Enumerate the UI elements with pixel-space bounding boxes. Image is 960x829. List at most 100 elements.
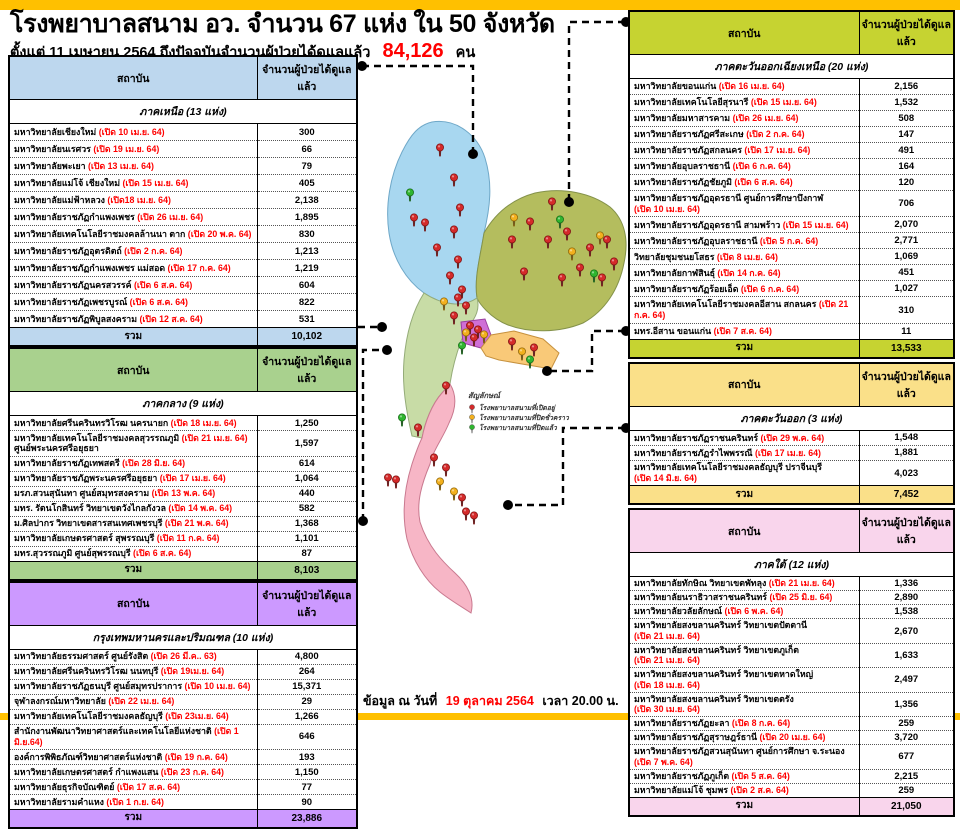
patient-count: 706 — [859, 190, 954, 218]
map-legend: สัญลักษณ์ โรงพยาบาลสนามที่เปิดอยู่ โรงพยา… — [468, 390, 588, 435]
institution-column-header: สถาบัน — [629, 362, 860, 407]
open-date: (เปิด 15 เม.ย. 64) — [782, 219, 849, 230]
institution-name: มหาวิทยาลัยสงขลานครินทร์ วิทยาเขตภูเก็ต — [634, 644, 799, 655]
table-row: มหาวิทยาลัยราชภัฏกำแพงเพชร แม่สอด (เปิด … — [9, 259, 357, 277]
institution-name-cell: มหาวิทยาลัยสงขลานครินทร์ วิทยาเขตหาดใหญ่… — [629, 667, 860, 693]
patient-count: 405 — [257, 174, 357, 192]
patient-count: 2,771 — [859, 232, 954, 250]
total-row: รวม 10,102 — [9, 327, 357, 347]
table-row: มหาวิทยาลัยราชภัฏอุดรธานี สามพร้าว (เปิด… — [629, 216, 954, 234]
open-date: (เปิด 14 มิ.ย. 64) — [634, 473, 697, 484]
patient-count: 830 — [257, 225, 357, 243]
footer-suffix: เวลา 20.00 น. — [542, 694, 619, 708]
table-row: จุฬาลงกรณ์มหาวิทยาลัย (เปิด 22 เม.ย. 64)… — [9, 694, 357, 710]
open-date: (เปิด 6 ก.ค. 64) — [740, 283, 800, 294]
table-row: มหาวิทยาลัยขอนแก่น (เปิด 16 เม.ย. 64) 2,1… — [629, 78, 954, 95]
institution-name-cell: มหาวิทยาลัยเทคโนโลยีราชมงคลล้านนา ตาก (เ… — [9, 225, 258, 243]
patient-count: 120 — [859, 174, 954, 191]
table-row: มหาวิทยาลัยสงขลานครินทร์ วิทยาเขตตรัง (เ… — [629, 692, 954, 718]
table-row: มหาวิทยาลัยเทคโนโลยีราชมงคลล้านนา ตาก (เ… — [9, 225, 357, 243]
open-date: (เปิด18 เม.ย. 64) — [107, 194, 171, 205]
institution-name: วิทยาลัยชุมชนยโสธร — [634, 251, 717, 262]
institution-name-cell: มทร.อีสาน ขอนแก่น (เปิด 7 ส.ค. 64) — [629, 323, 860, 340]
patient-count: 531 — [257, 310, 357, 328]
open-date: (เปิด 6 ส.ค. 64) — [133, 548, 192, 559]
institution-column-header: สถาบัน — [629, 509, 860, 554]
open-date: (เปิด 17 ก.ค. 64) — [167, 262, 231, 273]
table-header-row: สถาบัน จำนวนผู้ป่วยได้ดูแลแล้ว — [9, 56, 357, 100]
open-date: (เปิด 21 เม.ย. 64) — [634, 655, 700, 666]
institution-name: มหาวิทยาลัยสงขลานครินทร์ วิทยาเขตหาดใหญ่ — [634, 669, 814, 680]
institution-name: มทร.อีสาน ขอนแก่น — [634, 326, 714, 337]
legend-title: สัญลักษณ์ — [468, 391, 501, 400]
patient-count: 2,138 — [257, 191, 357, 209]
table-row: มหาวิทยาลัยแม่โจ้ เชียงใหม่ (เปิด 15 เม.… — [9, 174, 357, 192]
institution-name: มหาวิทยาลัยนราธิวาสราชนครินทร์ — [634, 592, 770, 603]
total-label: รวม — [629, 485, 860, 505]
table-row: มหาวิทยาลัยราชภัฏนครสวรรค์ (เปิด 6 ส.ค. … — [9, 276, 357, 294]
institution-name-cell: มรภ.สวนสุนันทา ศูนย์สมุทรสงคราม (เปิด 13… — [9, 486, 258, 502]
institution-name-cell: มหาวิทยาลัยราชภัฏยะลา (เปิด 8 ก.ค. 64) — [629, 716, 860, 732]
open-date: (เปิด 15 เม.ย. 64) — [122, 177, 189, 188]
footer-prefix: ข้อมูล ณ วันที่ — [363, 694, 438, 708]
total-label: รวม — [9, 560, 258, 580]
institution-name: มหาวิทยาลัยราชภัฏภูเก็ต — [634, 770, 732, 781]
region-title: ภาคตะวันออกเฉียงเหนือ (20 แห่ง) — [629, 54, 954, 79]
institution-name: มหาวิทยาลัยราชภัฏสุราษฎร์ธานี — [634, 732, 760, 743]
institution-name-cell: มหาวิทยาลัยราชภัฏพิบูลสงคราม (เปิด 12 ส.… — [9, 310, 258, 328]
institution-name-cell: มหาวิทยาลัยมหาสารคาม (เปิด 26 เม.ย. 64) — [629, 110, 860, 127]
open-date: (เปิด 10 เม.ย. 64) — [184, 681, 251, 692]
institution-name: มหาวิทยาลัยราชภัฏธนบุรี ศูนย์สมุทรปราการ — [14, 681, 185, 692]
count-column-header: จำนวนผู้ป่วยได้ดูแลแล้ว — [257, 56, 357, 100]
table-row: มหาวิทยาลัยราชภัฏสวนสุนันทา ศูนย์การศึกษ… — [629, 744, 954, 770]
table-row: สำนักงานพัฒนาวิทยาศาสตร์และเทคโนโลยีแห่ง… — [9, 724, 357, 751]
patient-count: 264 — [257, 664, 357, 680]
institution-name: มหาวิทยาลัยเกษตรศาสตร์ สุพรรณบุรี — [14, 533, 157, 544]
count-column-header: จำนวนผู้ป่วยได้ดูแลแล้ว — [257, 348, 357, 393]
total-label: รวม — [9, 809, 258, 829]
institution-name: มหาวิทยาลัยธุรกิจบัณฑิตย์ — [14, 781, 117, 792]
institution-name: มหาวิทยาลัยราชภัฏชัยภูมิ — [634, 177, 735, 188]
patient-count: 1,150 — [257, 764, 357, 781]
institution-name-cell: มหาวิทยาลัยรามคำแหง (เปิด 1 ก.ย. 64) — [9, 794, 258, 811]
total-row: รวม 23,886 — [9, 809, 357, 829]
institution-name-cell: มหาวิทยาลัยราชภัฏภูเก็ต (เปิด 5 ส.ค. 64) — [629, 769, 860, 784]
open-date: (เปิด 5 ก.ค. 64) — [759, 235, 819, 246]
legend-label: โรงพยาบาลสนามที่ปิดแล้ว — [479, 425, 557, 433]
table-header-row: สถาบัน จำนวนผู้ป่วยได้ดูแลแล้ว — [629, 509, 954, 554]
open-date: (เปิด 19 ก.ค. 64) — [164, 751, 228, 762]
institution-name: มหาวิทยาลัยศรีนครินทรวิโรฒ นครนายก — [14, 417, 171, 428]
count-column-header: จำนวนผู้ป่วยได้ดูแลแล้ว — [257, 581, 357, 626]
yellow-pin-icon — [469, 414, 475, 424]
table-row: มหาวิทยาลัยพะเยา (เปิด 13 เม.ย. 64) 79 — [9, 157, 357, 175]
table-row: มหาวิทยาลัยศรีนครินทรวิโรฒ นครนายก (เปิด… — [9, 415, 357, 432]
institution-name: มหาวิทยาลัยราชภัฏอุดรธานี สามพร้าว — [634, 219, 783, 230]
institution-name-cell: มหาวิทยาลัยราชภัฏอุบลราชธานี (เปิด 5 ก.ค… — [629, 232, 860, 250]
patient-count: 310 — [859, 296, 954, 324]
green-pin-icon — [469, 424, 475, 434]
total-value: 13,533 — [859, 338, 954, 358]
table-row: มหาวิทยาลัยเชียงใหม่ (เปิด 10 เม.ย. 64) 3… — [9, 123, 357, 141]
table-row: มหาวิทยาลัยเทคโนโลยีราชมงคลอีสาน สกลนคร … — [629, 296, 954, 324]
open-date: (เปิด 15 เม.ย. 64) — [750, 97, 817, 108]
institution-name: มหาวิทยาลัยราชภัฏนครสวรรค์ — [14, 279, 134, 290]
table-row: มหาวิทยาลัยราชภัฏอุดรธานี ศูนย์การศึกษาบ… — [629, 190, 954, 218]
institution-name: มหาวิทยาลัยเทคโนโลยีราชมงคลสุวรรณภูมิ — [14, 432, 182, 443]
patient-count: 582 — [257, 501, 357, 517]
open-date: (เปิด 1 ก.ย. 64) — [106, 796, 164, 807]
table-row: มหาวิทยาลัยกาฬสินธุ์ (เปิด 14 ก.ค. 64) 45… — [629, 264, 954, 282]
table-row: มหาวิทยาลัยแม่โจ้ ชุมพร (เปิด 2 ส.ค. 64)… — [629, 783, 954, 798]
institution-name: องค์การพิพิธภัณฑ์วิทยาศาสตร์แห่งชาติ — [14, 751, 165, 762]
patient-count: 79 — [257, 157, 357, 175]
institution-name-cell: มหาวิทยาลัยนราธิวาสราชนครินทร์ (เปิด 25 … — [629, 590, 860, 606]
institution-name: มทร.สุวรรณภูมิ ศูนย์สุพรรณบุรี — [14, 548, 134, 559]
subtitle-suffix: คน — [455, 45, 476, 62]
patient-count: 1,597 — [257, 430, 357, 457]
patient-count: 2,670 — [859, 618, 954, 644]
institution-name: มหาวิทยาลัยราชภัฏรำไพพรรณี — [634, 447, 755, 458]
open-date: (เปิด 5 ส.ค. 64) — [731, 770, 790, 781]
institution-name: มทร. รัตนโกสินทร์ วิทยาเขตวังไกลกังวล — [14, 503, 169, 514]
institution-name-cell: มหาวิทยาลัยราชภัฏสกลนคร (เปิด 17 เม.ย. 6… — [629, 142, 860, 159]
institution-name-cell: มหาวิทยาลัยอุบลราชธานี (เปิด 6 ก.ค. 64) — [629, 158, 860, 175]
region-title: ภาคใต้ (12 แห่ง) — [629, 552, 954, 578]
